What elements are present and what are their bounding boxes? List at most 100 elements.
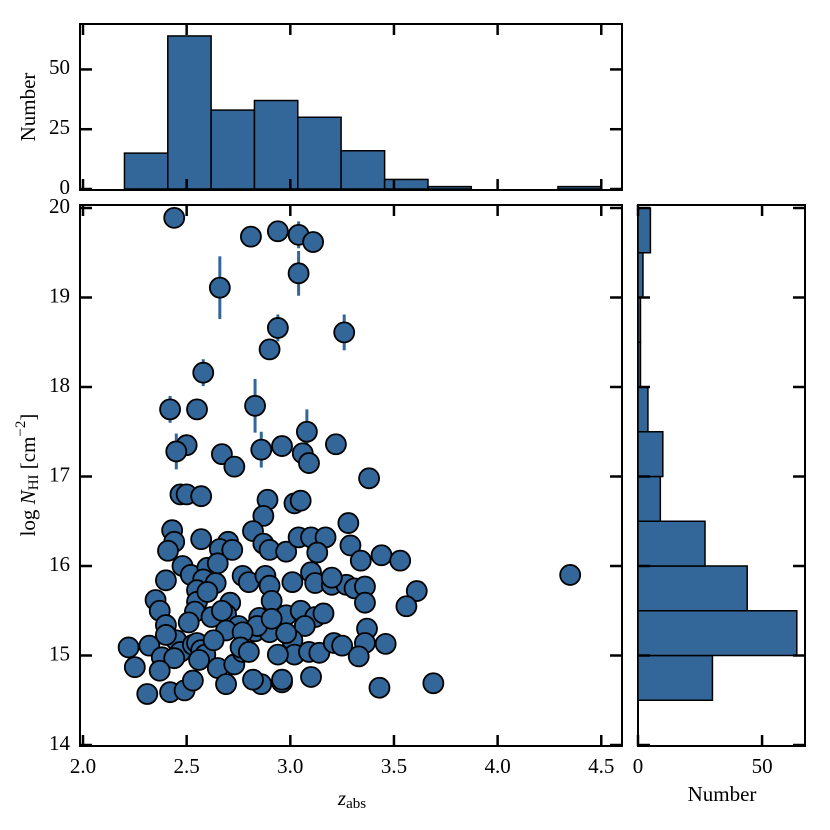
hist-bar <box>427 185 473 190</box>
point <box>190 528 213 551</box>
x-tick-label: 4.5 <box>588 754 614 778</box>
point <box>298 452 320 474</box>
point <box>240 225 262 248</box>
x-label-main: z <box>337 786 346 810</box>
y-tick-label: 50 <box>49 55 70 79</box>
hist-bar <box>637 610 798 657</box>
point <box>374 632 397 655</box>
y-tick-label: 15 <box>49 641 70 665</box>
point <box>271 668 293 691</box>
point <box>358 467 380 490</box>
right-x-label: Number <box>688 782 757 806</box>
point <box>312 602 335 625</box>
point <box>159 398 181 421</box>
point <box>281 571 304 594</box>
y-tick-label: 20 <box>49 194 70 218</box>
point <box>266 643 289 666</box>
x-tick-label: 3.5 <box>381 754 407 778</box>
point <box>325 433 347 456</box>
point <box>266 317 289 339</box>
point <box>337 512 360 534</box>
hist-bar <box>557 185 603 190</box>
point <box>202 629 225 652</box>
y-tick-label: 25 <box>49 115 70 139</box>
point <box>244 394 266 417</box>
x-tick-label: 4.0 <box>484 754 510 778</box>
point <box>271 435 293 457</box>
point <box>250 438 273 461</box>
hist-bar <box>167 35 212 190</box>
point <box>354 591 376 614</box>
point <box>210 599 233 622</box>
x-label-sub: abs <box>346 796 366 812</box>
point <box>395 595 418 618</box>
point <box>163 206 186 229</box>
y-label-end: ] <box>16 414 40 421</box>
hist-bar <box>637 654 714 701</box>
hist-bar <box>637 520 706 567</box>
hist-bar <box>637 475 662 522</box>
point <box>349 549 372 572</box>
x-tick-label: 3.0 <box>277 754 303 778</box>
point <box>389 549 412 572</box>
y-label-sup: −2 <box>13 421 29 437</box>
point <box>155 569 177 592</box>
top-frame <box>79 23 623 191</box>
y-tick-label: 17 <box>49 462 70 486</box>
point <box>339 534 362 557</box>
y-tick-label: 19 <box>49 283 70 307</box>
y-tick-label: 14 <box>49 731 71 755</box>
point <box>302 231 325 253</box>
point <box>188 649 210 671</box>
y-axis-label: log NHI [cm−2] <box>13 414 42 537</box>
y-label-pre: log <box>16 504 40 536</box>
point <box>177 611 200 634</box>
hist-bar <box>210 109 256 190</box>
point <box>155 624 177 646</box>
top-y-label: Number <box>16 73 40 142</box>
point <box>117 636 140 659</box>
point <box>347 645 370 668</box>
point <box>165 440 188 463</box>
point <box>260 607 283 630</box>
y-tick-label: 16 <box>49 552 70 576</box>
point <box>295 420 318 443</box>
point <box>266 220 289 243</box>
point <box>306 541 329 564</box>
point <box>275 540 298 563</box>
point <box>181 669 204 692</box>
point <box>186 398 208 421</box>
y-label-sub: HI <box>26 474 42 490</box>
point <box>258 338 281 361</box>
point <box>163 647 186 670</box>
hist-bar <box>253 99 299 190</box>
point <box>192 361 215 384</box>
point <box>275 622 298 645</box>
point <box>252 504 275 527</box>
hist-bar <box>637 341 642 388</box>
point <box>331 634 354 657</box>
point <box>223 455 246 478</box>
point <box>123 656 146 679</box>
hist-bar <box>637 386 649 433</box>
point <box>157 539 179 562</box>
point <box>370 544 393 567</box>
point <box>320 566 343 589</box>
hist-bar <box>340 149 386 190</box>
y-label-post: [cm <box>16 437 40 475</box>
point <box>287 262 310 285</box>
x-tick-label: 50 <box>752 754 773 778</box>
point <box>148 659 171 682</box>
point <box>422 672 445 695</box>
point <box>206 552 229 575</box>
x-axis-label: zabs <box>337 786 366 813</box>
point <box>300 666 322 688</box>
point <box>242 668 264 691</box>
point <box>221 538 244 561</box>
point <box>136 683 159 705</box>
point <box>559 564 582 586</box>
hist-bar <box>637 207 652 254</box>
x-tick-label: 2.0 <box>70 754 96 778</box>
point <box>208 276 231 299</box>
